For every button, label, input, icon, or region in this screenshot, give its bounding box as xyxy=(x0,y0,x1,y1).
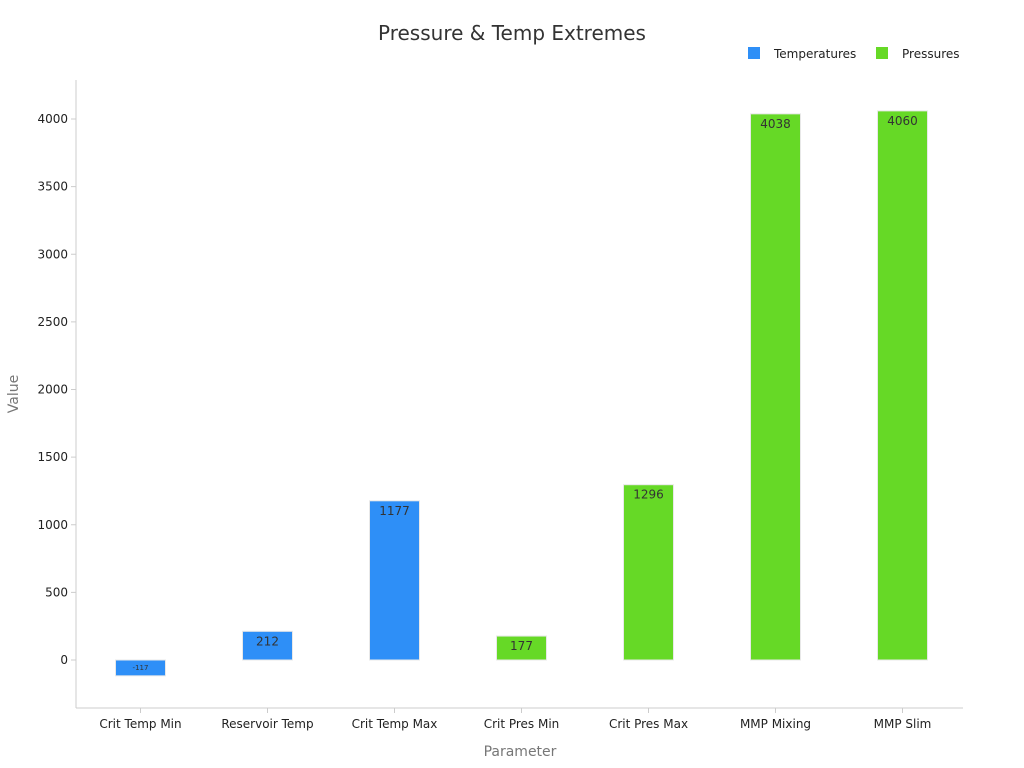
y-tick-label: 1500 xyxy=(37,450,68,464)
data-label: 1177 xyxy=(379,504,410,518)
y-tick-label: 0 xyxy=(60,653,68,667)
bars xyxy=(115,110,928,677)
bar-temperatures xyxy=(242,630,293,661)
y-tick-label: 3000 xyxy=(37,247,68,261)
x-tick-label: Crit Temp Min xyxy=(99,717,181,731)
data-label: 177 xyxy=(510,639,533,653)
bar-temperatures xyxy=(115,659,166,677)
x-tick-label: Crit Pres Max xyxy=(609,717,688,731)
legend-swatch xyxy=(876,47,888,59)
x-axis-title: Parameter xyxy=(484,744,557,760)
bar-temperatures xyxy=(369,500,420,661)
y-ticks: 0 500 1000 1500 2000 2500 3000 3500 4000 xyxy=(37,112,76,667)
legend-label: Temperatures xyxy=(773,47,856,61)
data-label: 4038 xyxy=(760,117,791,131)
data-labels: -117 212 1177 177 1296 4038 4060 xyxy=(133,114,918,672)
y-tick-label: 4000 xyxy=(37,112,68,126)
legend-label: Pressures xyxy=(902,47,960,61)
x-tick-label: MMP Mixing xyxy=(740,717,811,731)
x-tick-label: Crit Temp Max xyxy=(352,717,438,731)
bar-pressures xyxy=(877,110,928,661)
y-tick-label: 2000 xyxy=(37,383,68,397)
legend: Temperatures Pressures xyxy=(748,47,960,61)
bar-pressures xyxy=(623,484,674,661)
data-label: -117 xyxy=(133,664,149,672)
axes xyxy=(75,80,963,709)
data-label: 212 xyxy=(256,634,279,648)
data-label: 1296 xyxy=(633,488,664,502)
bar-pressures xyxy=(750,113,801,661)
y-axis-title: Value xyxy=(6,375,22,413)
bar-pressures xyxy=(496,635,547,661)
chart-title: Pressure & Temp Extremes xyxy=(378,21,646,45)
x-tick-label: Crit Pres Min xyxy=(484,717,560,731)
x-tick-label: MMP Slim xyxy=(874,717,932,731)
legend-swatch xyxy=(748,47,760,59)
y-tick-label: 500 xyxy=(45,585,68,599)
y-tick-label: 1000 xyxy=(37,518,68,532)
y-tick-label: 2500 xyxy=(37,315,68,329)
y-tick-label: 3500 xyxy=(37,180,68,194)
x-tick-label: Reservoir Temp xyxy=(221,717,313,731)
data-label: 4060 xyxy=(887,114,918,128)
x-ticks: Crit Temp Min Reservoir Temp Crit Temp Max… xyxy=(99,708,931,731)
